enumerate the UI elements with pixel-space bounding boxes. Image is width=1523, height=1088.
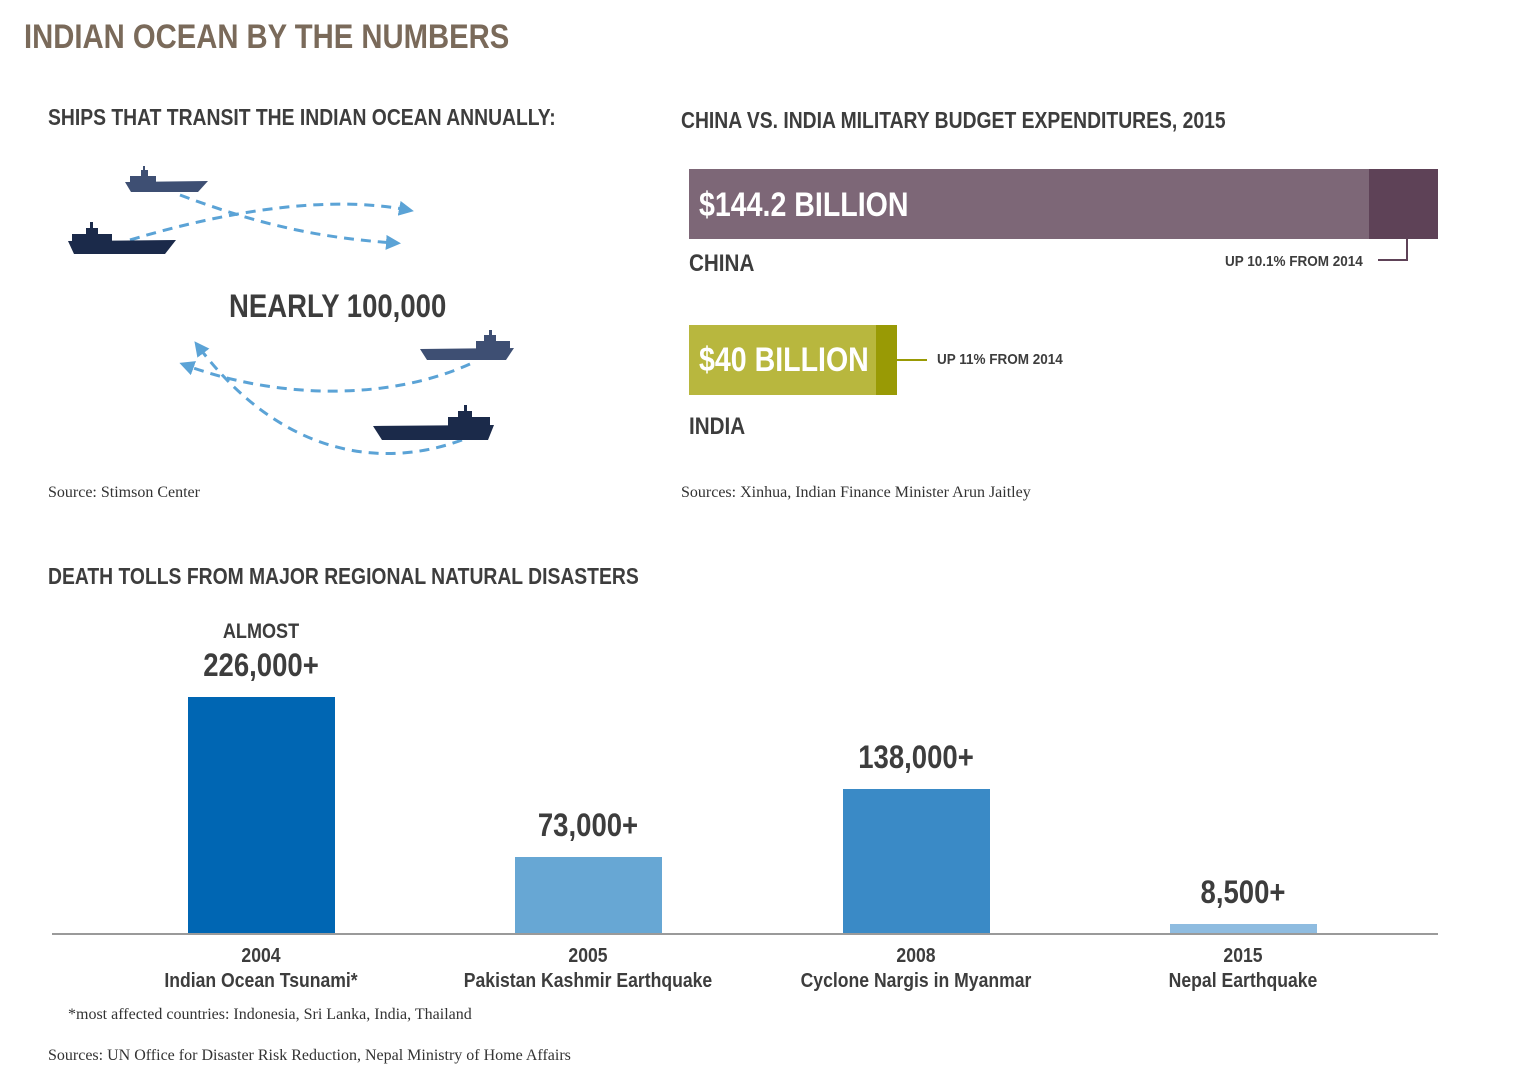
disaster-year-label: 2004: [241, 945, 281, 967]
disaster-year-label: 2015: [1223, 945, 1263, 967]
military-source: Sources: Xinhua, Indian Finance Minister…: [681, 484, 1031, 501]
cargo-ship-icon: [125, 166, 208, 192]
disaster-name-label: Indian Ocean Tsunami*: [164, 970, 358, 992]
china-budget-label: $144.2 BILLION: [699, 186, 909, 224]
death-toll-bar: [1169, 924, 1317, 933]
disasters-source: Sources: UN Office for Disaster Risk Red…: [48, 1047, 571, 1064]
death-toll-value-label: 138,000+: [858, 739, 974, 775]
disasters-heading: DEATH TOLLS FROM MAJOR REGIONAL NATURAL …: [48, 563, 639, 589]
disaster-year-label: 2005: [568, 945, 608, 967]
china-change-note: UP 10.1% FROM 2014: [1225, 253, 1363, 270]
disaster-name-label: Nepal Earthquake: [1168, 970, 1318, 992]
chart-baseline: [52, 933, 1438, 935]
disaster-name-label: Cyclone Nargis in Myanmar: [800, 970, 1032, 992]
ships-heading: SHIPS THAT TRANSIT THE INDIAN OCEAN ANNU…: [48, 104, 556, 130]
death-toll-bar: [514, 857, 662, 933]
shipping-route-arrow: [179, 193, 401, 250]
death-toll-value-label: 226,000+: [203, 647, 319, 683]
china-budget-bar: [689, 169, 1369, 239]
shipping-route-arrow: [194, 341, 463, 455]
death-toll-value-label: 73,000+: [537, 807, 639, 843]
india-increase-segment: [876, 325, 897, 395]
disaster-year-label: 2008: [896, 945, 936, 967]
death-toll-value-label: 8,500+: [1200, 874, 1286, 910]
disasters-footnote: *most affected countries: Indonesia, Sri…: [68, 1006, 472, 1023]
shipping-route-arrow: [129, 200, 414, 242]
disaster-name-label: Pakistan Kashmir Earthquake: [463, 970, 713, 992]
ships-source: Source: Stimson Center: [48, 484, 200, 501]
india-change-note: UP 11% FROM 2014: [937, 351, 1063, 368]
india-change-leader: [897, 359, 927, 361]
china-label: CHINA: [689, 250, 755, 277]
cargo-ship-icon: [373, 405, 494, 440]
cargo-ship-icon: [68, 222, 176, 254]
india-budget-bar: [689, 325, 876, 395]
india-budget-label: $40 BILLION: [699, 341, 869, 379]
ships-count: NEARLY 100,000: [229, 288, 447, 324]
cargo-ship-icon: [420, 330, 514, 360]
india-label: INDIA: [689, 413, 746, 440]
shipping-route-arrow: [179, 361, 471, 393]
page-title: INDIAN OCEAN BY THE NUMBERS: [24, 18, 510, 56]
death-toll-bar: [842, 789, 990, 933]
ships-illustration: [68, 166, 514, 455]
military-heading: CHINA VS. INDIA MILITARY BUDGET EXPENDIT…: [681, 107, 1226, 133]
china-increase-segment: [1369, 169, 1438, 239]
death-toll-chart: 226,000+ ALMOST 2004 Indian Ocean Tsunami* 7…: [0, 600, 1523, 1000]
china-change-leader: [1378, 239, 1408, 261]
death-toll-prefix-label: ALMOST: [222, 620, 300, 643]
death-toll-bar: [187, 697, 335, 933]
military-budget-chart: $144.2 BILLION CHINA UP 10.1% FROM 2014 …: [0, 0, 1523, 480]
